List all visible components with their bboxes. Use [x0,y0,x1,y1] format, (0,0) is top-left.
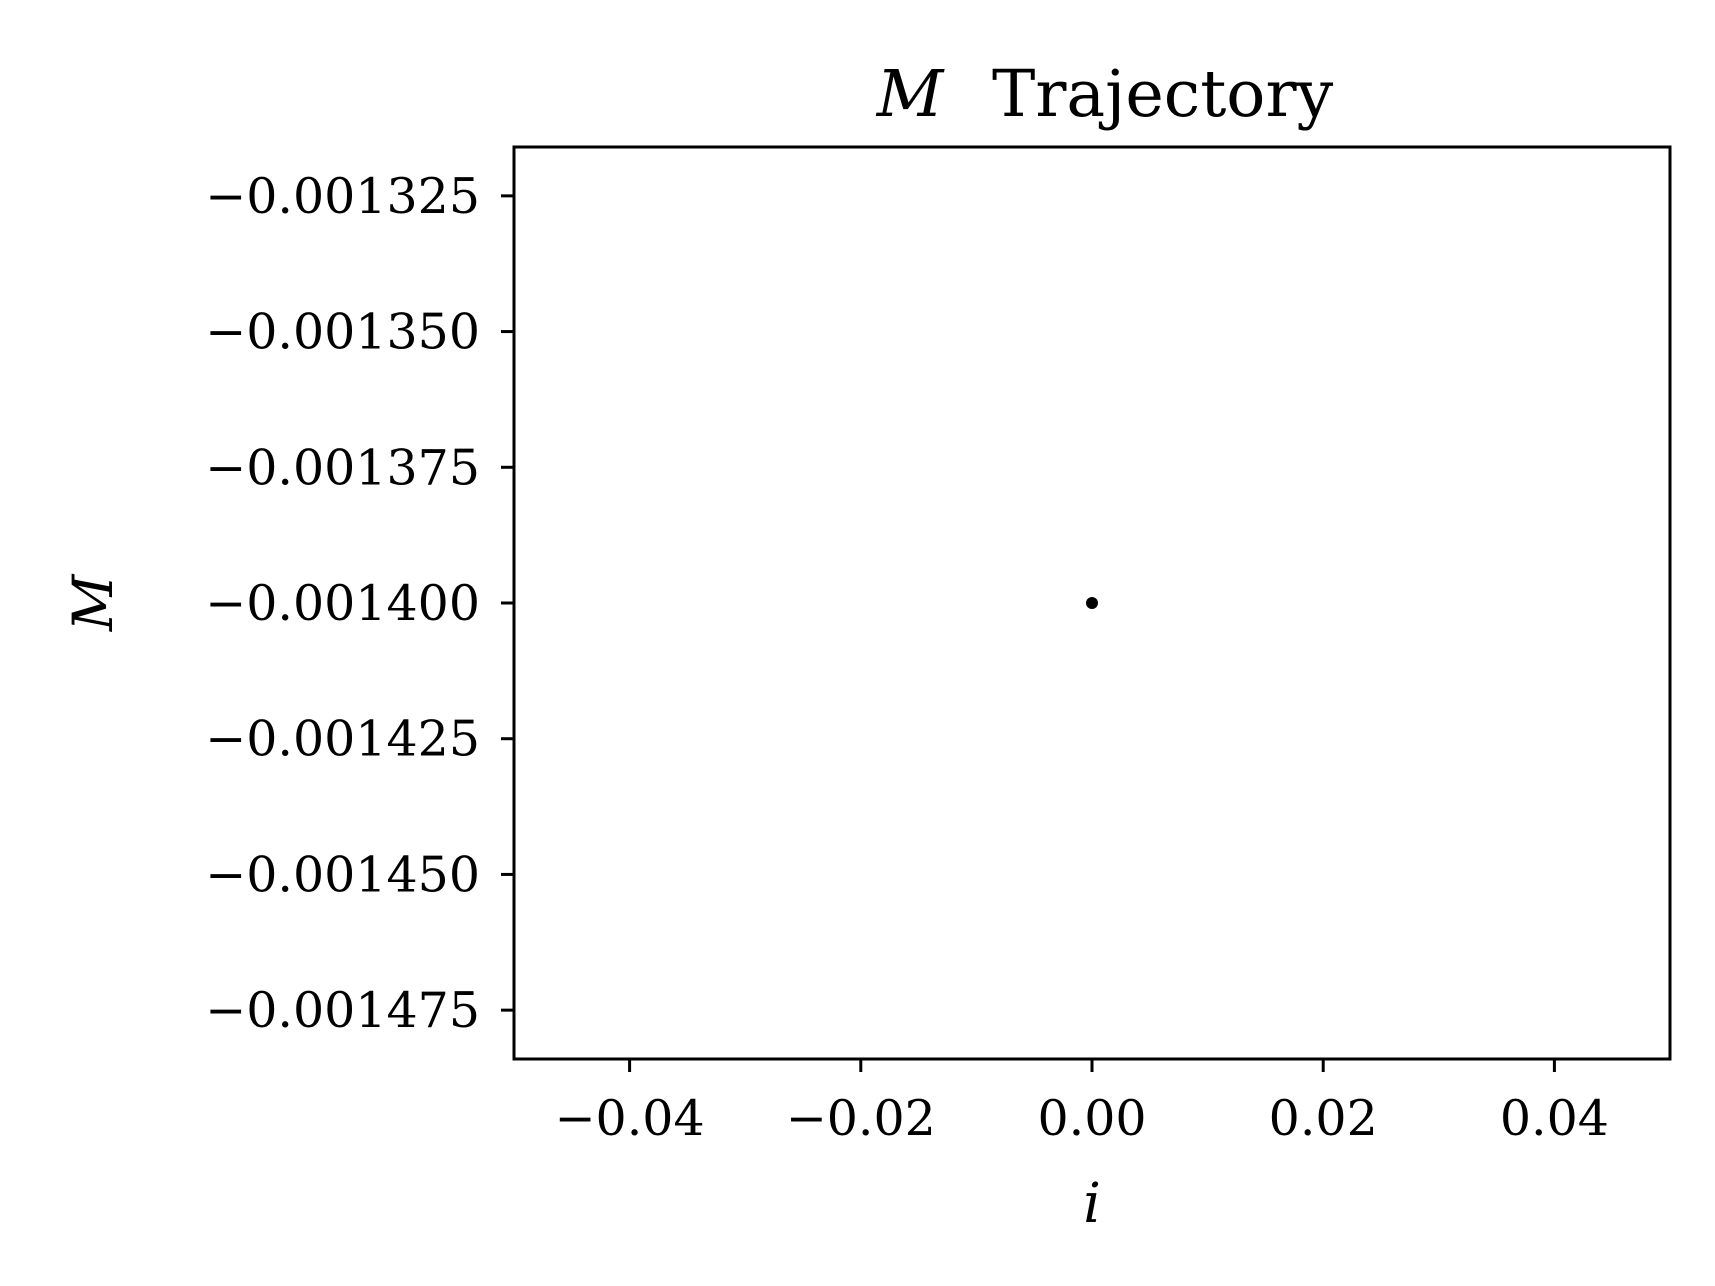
y-tick-label: −0.001350 [205,304,480,361]
y-tick-label: −0.001375 [205,439,480,496]
x-tick-label: 0.04 [1500,1090,1609,1147]
y-axis: −0.001325 −0.001350 −0.001375 −0.001400 −0.0… [205,168,514,1039]
y-tick-label: −0.001425 [205,711,480,768]
x-axis-label: i [1083,1171,1101,1235]
y-tick-label: −0.001450 [205,846,480,903]
chart-title-text: Trajectory [992,57,1334,132]
y-tick-label: −0.001475 [205,982,480,1039]
x-axis: −0.04 −0.02 0.00 0.02 0.04 [555,1059,1609,1147]
y-tick-label: −0.001400 [205,575,480,632]
x-tick-label: 0.02 [1269,1090,1378,1147]
data-point [1086,597,1098,609]
x-tick-label: −0.02 [786,1090,936,1147]
data-points [1086,597,1098,609]
y-tick-label: −0.001325 [205,168,480,225]
chart-title: M Trajectory [876,57,1334,132]
chart-title-symbol: M [876,57,945,132]
x-tick-label: −0.04 [555,1090,705,1147]
x-tick-label: 0.00 [1037,1090,1146,1147]
y-axis-label: M [61,573,125,632]
